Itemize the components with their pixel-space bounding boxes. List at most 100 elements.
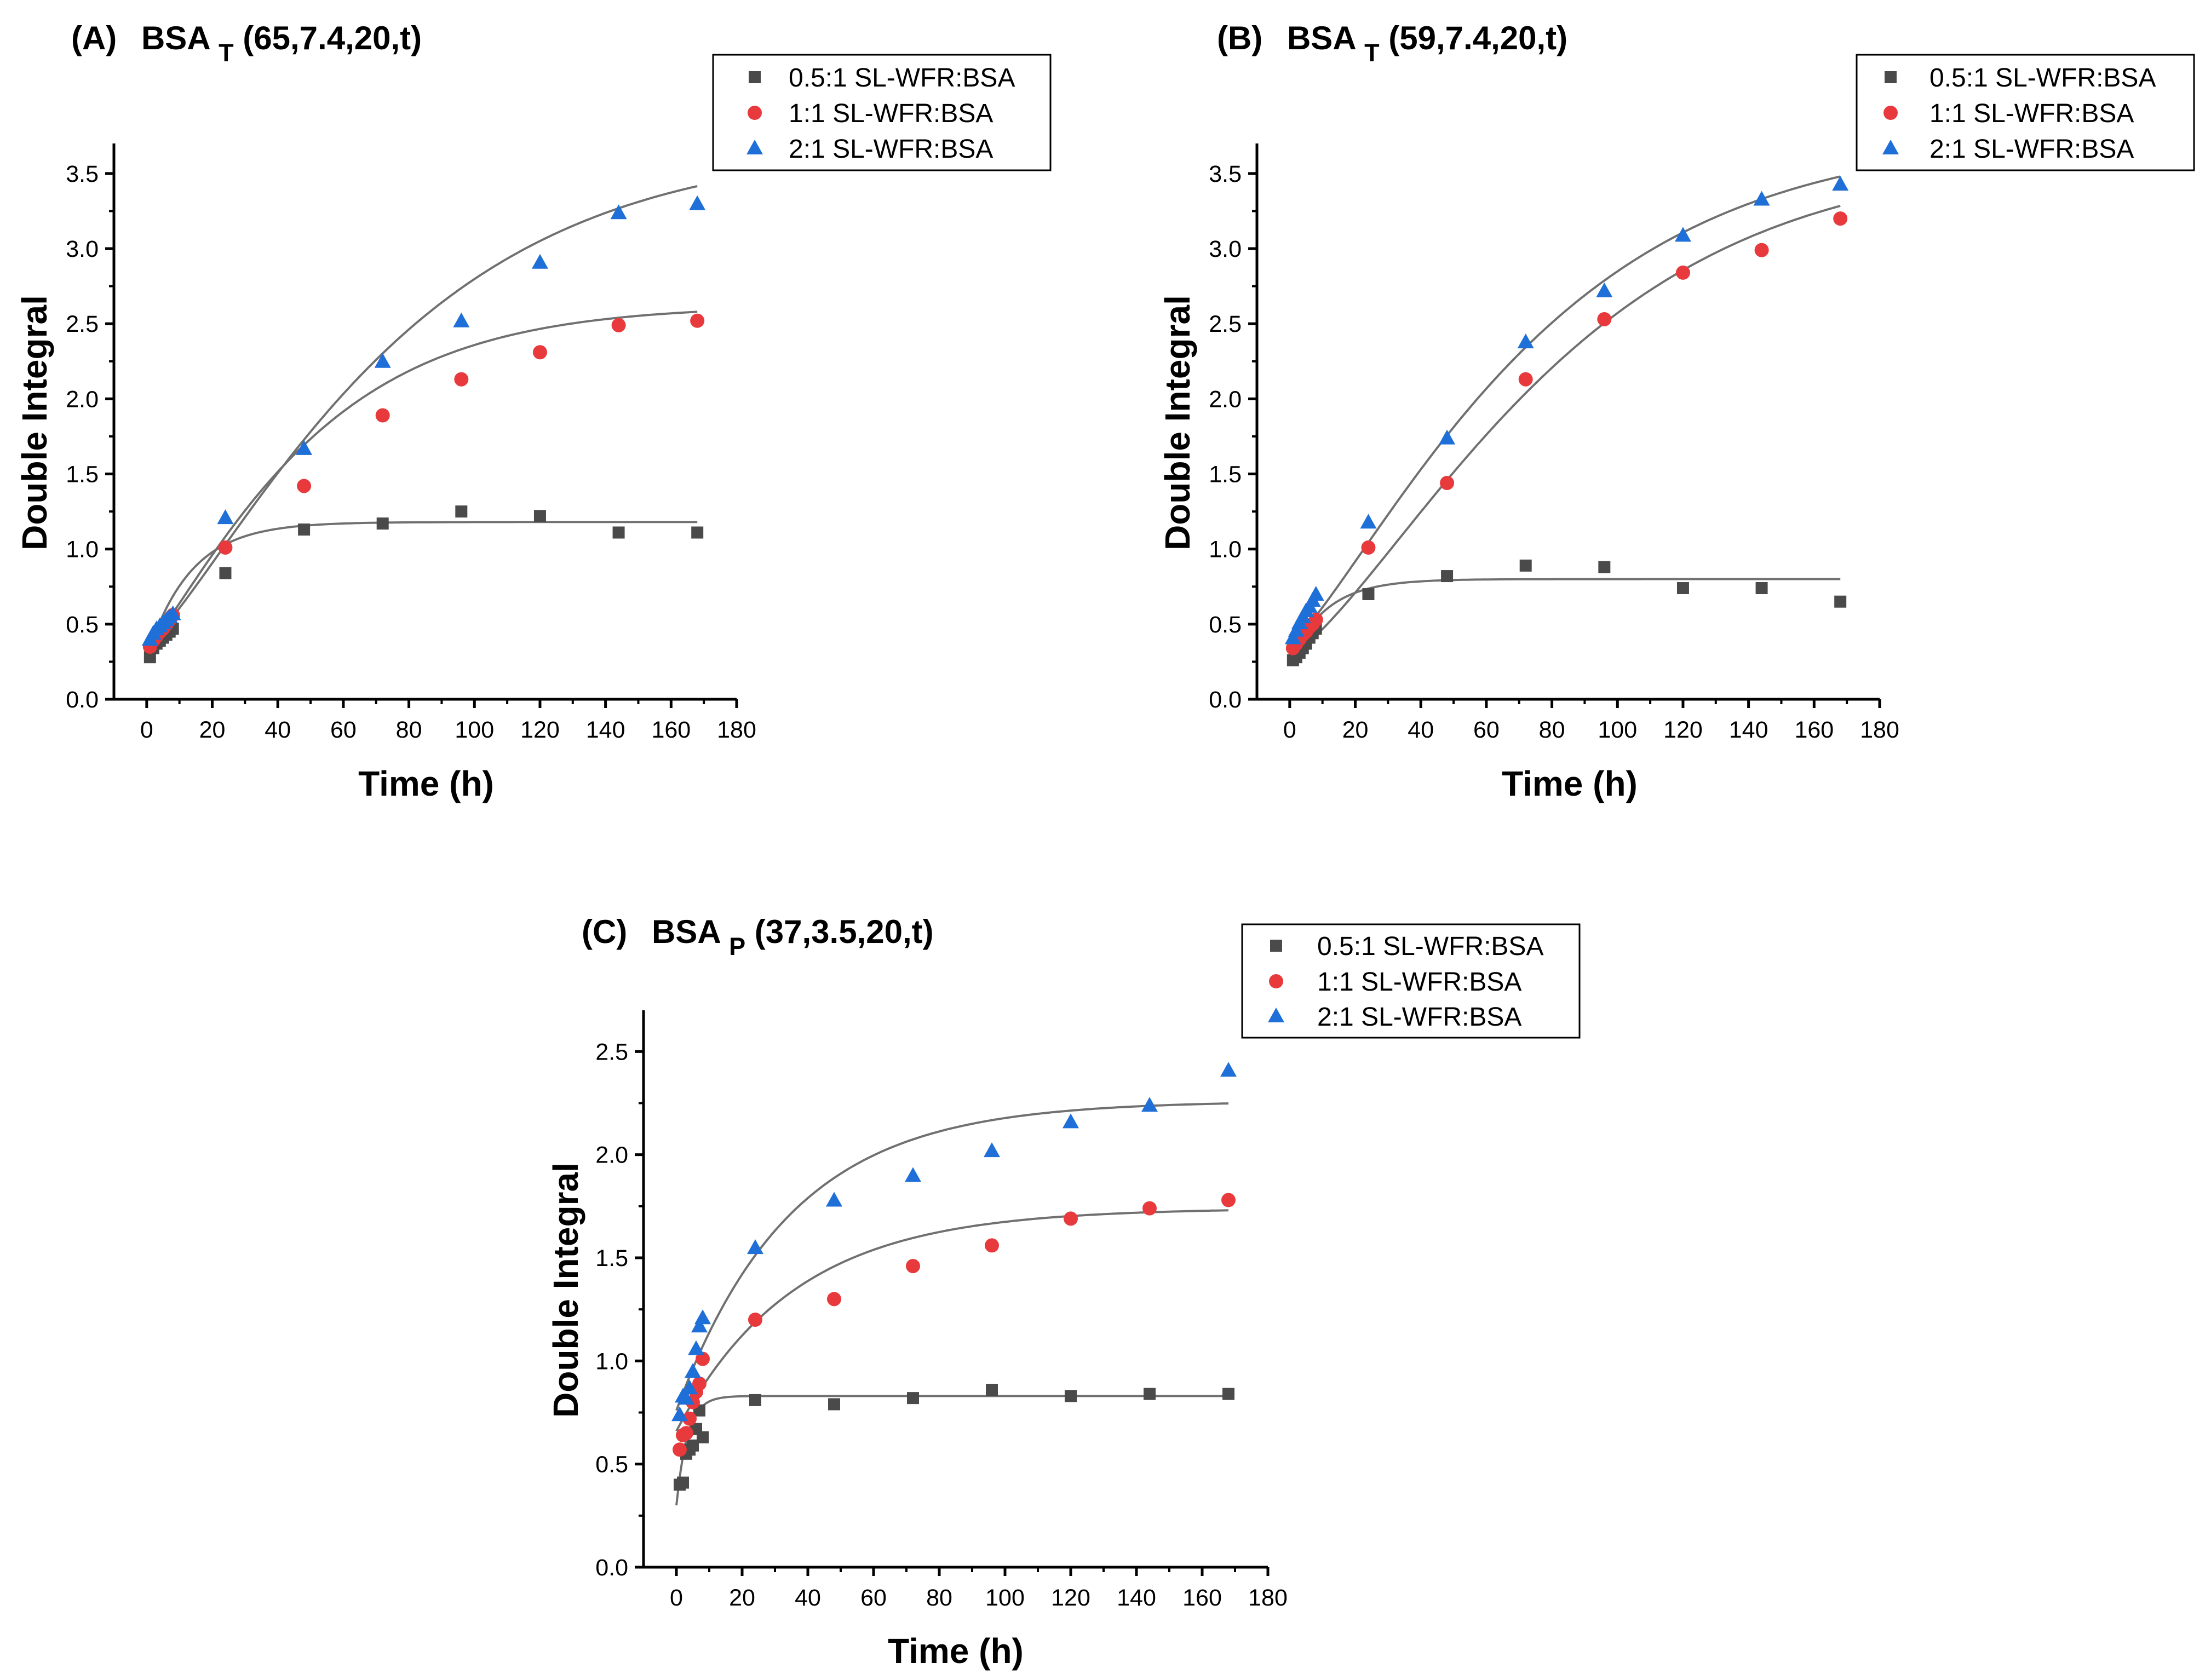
panel-a-point-0 (455, 505, 468, 518)
panel-b-point-0 (1441, 570, 1454, 583)
panel-b-axes (1255, 143, 1880, 701)
panel-c-point-0 (749, 1394, 761, 1406)
panel-c-point-1 (682, 1411, 697, 1426)
panel-c-y-tick-label: 1.0 (595, 1348, 628, 1374)
panel-c-y-tick-label: 2.5 (595, 1039, 628, 1065)
panel-b-y-tick-label: 2.0 (1209, 386, 1242, 412)
panel-a-point-2 (610, 204, 627, 220)
panel-c-legend-marker-2 (1268, 1008, 1284, 1022)
panel-c-point-1 (1142, 1201, 1157, 1216)
panel-c-legend-label-0: 0.5:1 SL-WFR:BSA (1317, 932, 1543, 961)
panel-a-point-2 (296, 440, 313, 455)
panel-a-y-tick-label: 3.5 (66, 161, 99, 187)
panel-a-x-tick-label: 40 (265, 717, 291, 743)
panel-b-legend: 0.5:1 SL-WFR:BSA 1:1 SL-WFR:BSA 2:1 SL-W… (1856, 54, 2195, 171)
panel-b-point-0 (1362, 588, 1375, 600)
panel-b-x-tick-label: 40 (1408, 717, 1434, 743)
panel-a-x-tick-label: 80 (396, 717, 422, 743)
panel-b-y-tick-label: 0.5 (1209, 612, 1242, 638)
panel-c-legend-marker-0 (1270, 940, 1282, 952)
panel-c-y-axis-title: Double Integral (546, 1163, 585, 1418)
panel-b-legend-label-2: 2:1 SL-WFR:BSA (1929, 135, 2134, 164)
panel-b-point-2 (1307, 585, 1324, 601)
panel-b: (B) BSA T (59,7.4,20,t) 0 20 40 60 80 100 120 1… (1158, 20, 2195, 803)
panel-c-title-args: (37,3.5,20,t) (755, 913, 934, 950)
panel-a-legend-marker-1 (748, 106, 762, 120)
panel-c-point-2 (678, 1390, 694, 1405)
panel-b-point-1 (1518, 372, 1533, 387)
panel-a-point-1 (297, 479, 312, 493)
panel-a-x-tick-label: 20 (199, 717, 226, 743)
panel-b-x-tick-label: 0 (1283, 717, 1296, 743)
panel-c-x-tick-label: 120 (1051, 1585, 1090, 1611)
panel-a-point-1 (532, 345, 547, 360)
panel-c-x-tick-label: 20 (729, 1585, 755, 1611)
panel-b-legend-marker-1 (1883, 106, 1898, 120)
panel-a-point-2 (164, 605, 181, 620)
panel-a-point-1 (454, 372, 469, 387)
panel-b-x-tick-label: 60 (1473, 717, 1500, 743)
panel-c-point-1 (692, 1376, 707, 1391)
panel-c-legend-label-2: 2:1 SL-WFR:BSA (1317, 1003, 1521, 1032)
panel-c-x-tick-label: 0 (670, 1585, 683, 1611)
panel-c-x-tick-label: 160 (1182, 1585, 1222, 1611)
panel-c-point-2 (691, 1317, 708, 1333)
panel-c-point-2 (905, 1167, 921, 1182)
panel-c-x-axis-title: Time (h) (888, 1631, 1024, 1671)
panel-a-y-tick-label: 2.0 (66, 386, 99, 412)
panel-b-x-tick-label: 160 (1794, 717, 1834, 743)
panel-a-x-tick-label: 120 (520, 717, 560, 743)
panel-c-title-main: BSA (652, 913, 720, 950)
panel-c-fit-line-0 (675, 1395, 1228, 1506)
panel-b-x-tick-label: 20 (1342, 717, 1369, 743)
panel-b-title-args: (59,7.4,20,t) (1388, 20, 1567, 56)
panel-c-y-tick-label: 2.0 (595, 1142, 628, 1169)
panel-a-point-2 (453, 312, 470, 327)
panel-c-point-1 (748, 1313, 762, 1327)
panel-a-legend: 0.5:1 SL-WFR:BSA 1:1 SL-WFR:BSA 2:1 SL-W… (712, 54, 1052, 171)
panel-b-y-tick-label: 1.5 (1209, 462, 1242, 488)
panel-a-fit-line-1 (146, 310, 698, 648)
panel-b-y-tick-label: 3.5 (1209, 161, 1242, 187)
panel-a-y-tick-label: 2.5 (66, 311, 99, 337)
panel-a-point-2 (531, 254, 548, 269)
panel-b-point-0 (1676, 582, 1689, 594)
panel-b-point-2 (1439, 429, 1456, 445)
panel-a-title-main: BSA (141, 20, 210, 56)
panel-a-label: (A) (71, 20, 117, 56)
panel-b-point-2 (1284, 629, 1301, 645)
panel-c-title: (C) BSA P (37,3.5,20,t) (582, 913, 934, 962)
panel-b-x-tick-label: 140 (1729, 717, 1768, 743)
panel-a-title-sub: T (219, 39, 234, 67)
panel-b-fit-line-1 (1289, 205, 1841, 655)
panel-c-x-tick-label: 140 (1117, 1585, 1156, 1611)
panel-b-x-axis-title: Time (h) (1502, 764, 1638, 803)
panel-c-point-2 (694, 1309, 711, 1325)
panel-c-fit-line-1 (675, 1209, 1229, 1432)
panel-c-title-sub: P (729, 933, 745, 960)
panel-c-point-2 (1063, 1113, 1079, 1129)
panel-a-y-tick-label: 0.0 (66, 687, 99, 713)
panel-b-title: (B) BSA T (59,7.4,20,t) (1217, 20, 1567, 68)
panel-b-point-1 (1833, 211, 1848, 226)
panel-a-legend-label-2: 2:1 SL-WFR:BSA (789, 135, 993, 164)
panel-c-point-0 (1222, 1388, 1234, 1400)
panel-b-point-1 (1440, 475, 1455, 490)
panel-c-point-2 (1220, 1062, 1237, 1077)
panel-c-point-1 (1064, 1211, 1078, 1226)
panel-c-point-1 (673, 1442, 687, 1457)
panel-c-legend-box (1241, 923, 1581, 1039)
panel-c-point-0 (1065, 1390, 1077, 1402)
panel-c-point-2 (747, 1239, 763, 1255)
panel-a-title-args: (65,7.4,20,t) (243, 20, 422, 56)
panel-c-legend: 0.5:1 SL-WFR:BSA 1:1 SL-WFR:BSA 2:1 SL-W… (1241, 923, 1581, 1039)
panel-b-legend-marker-2 (1882, 140, 1899, 154)
panel-c-point-2 (984, 1142, 1000, 1158)
panel-c-axes (642, 1010, 1268, 1569)
panel-b-point-0 (1598, 561, 1611, 573)
panel-c-point-2 (681, 1379, 698, 1395)
panel-c: (C) BSA P (37,3.5,20,t) 0 20 40 60 80 100 120 1… (546, 913, 1581, 1671)
panel-a-legend-label-1: 1:1 SL-WFR:BSA (789, 99, 993, 128)
panel-b-fit-line-0 (1288, 578, 1841, 663)
